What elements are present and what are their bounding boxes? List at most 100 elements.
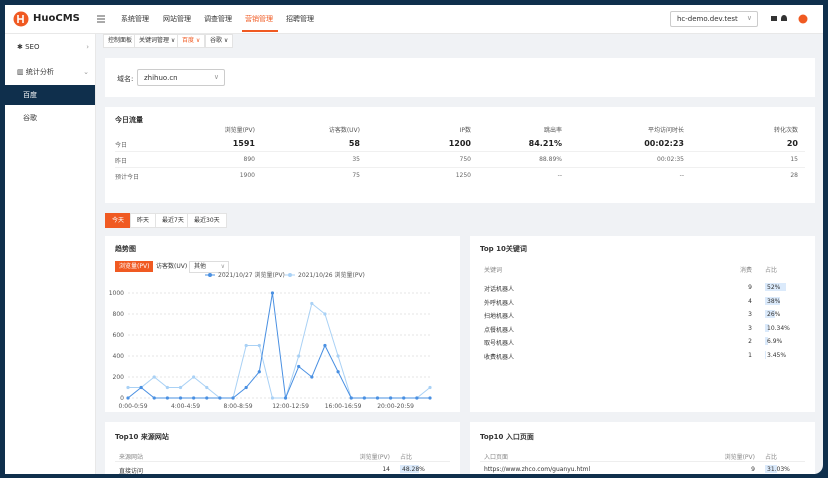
- metric-button-active[interactable]: 浏览量(PV): [115, 261, 154, 272]
- y-tick-label: 200: [113, 374, 125, 381]
- cell: 00:02:23: [644, 139, 684, 148]
- trend-card: 趋势图 浏览量(PV) 访客数(UV) 其他 ∨ 0 200 400 600 800 100…: [105, 236, 460, 412]
- share-bar: [400, 465, 420, 473]
- card-title: 趋势图: [115, 245, 136, 253]
- column-header: 浏览量(PV): [359, 454, 390, 461]
- data-point: [375, 396, 380, 400]
- data-point: [270, 291, 275, 295]
- data-point: [244, 343, 248, 348]
- column-header: 关键词: [484, 267, 503, 274]
- select-arrow: ∨: [213, 73, 219, 81]
- cell: 20: [786, 139, 798, 148]
- nav-item[interactable]: 系统管理: [121, 15, 149, 23]
- row-label: 昨日: [115, 158, 128, 165]
- column-header: 占比: [765, 267, 778, 274]
- row-name: 直接访问: [119, 468, 144, 474]
- column-header: 跳出率: [543, 127, 562, 134]
- share-bar: [765, 323, 770, 332]
- select-arrow: ∨: [746, 14, 752, 22]
- legend-marker: [208, 273, 212, 277]
- sidebar-label: 统计分析: [25, 68, 54, 76]
- sidebar-item[interactable]: ▥ 统计分析 ⌄: [17, 68, 89, 76]
- data-point: [297, 354, 301, 358]
- data-point: [362, 396, 366, 400]
- x-tick-label: 20:00-20:59: [377, 403, 414, 410]
- data-point: [257, 370, 261, 374]
- column-header: 平均访问时长: [647, 127, 684, 134]
- domain-value: zhihuo.cn: [144, 74, 178, 82]
- data-point: [415, 396, 419, 400]
- cell: 1200: [448, 139, 471, 148]
- column-header: 消费: [739, 267, 752, 274]
- header-icons[interactable]: [770, 14, 810, 24]
- y-tick-label: 600: [113, 332, 125, 339]
- data-point: [165, 396, 169, 400]
- column-header: 浏览量(PV): [224, 127, 255, 134]
- data-point: [205, 396, 209, 400]
- card-title: 今日流量: [115, 116, 143, 124]
- row-name: https://www.zhco.com/guanyu.html: [484, 466, 591, 473]
- share-label: 26%: [767, 311, 781, 318]
- data-point: [270, 396, 275, 400]
- keyword-spend: 9: [748, 284, 752, 291]
- row-divider: [115, 151, 805, 152]
- nav-item[interactable]: 招聘管理: [286, 15, 314, 23]
- sidebar-subitem-active[interactable]: 百度: [5, 85, 95, 105]
- breadcrumb-tab[interactable]: 控制面板: [103, 34, 138, 48]
- logo-text: HuoCMS: [33, 13, 80, 24]
- column-header: 转化次数: [773, 127, 798, 134]
- entry-pages-card: Top10 入口页面 入口页面 浏览量(PV) 占比 https://www.zhco…: [470, 422, 815, 474]
- site-select-text: hc-demo.dev.test: [677, 15, 738, 23]
- range-tab[interactable]: 最近30天: [187, 213, 227, 228]
- y-tick-label: 1000: [109, 290, 124, 297]
- sidebar-subitem[interactable]: 谷歌: [5, 108, 95, 128]
- breadcrumb-label: 谷歌: [210, 37, 223, 44]
- cell: 15: [790, 156, 798, 163]
- domain-card: 域名: zhihuo.cn ∨: [105, 58, 815, 97]
- breadcrumb-tab-active[interactable]: 百度 ∨: [177, 34, 206, 48]
- data-point: [257, 343, 261, 348]
- breadcrumb-tab[interactable]: 谷歌 ∨: [205, 34, 234, 48]
- cell: 58: [348, 139, 360, 148]
- keyword-name: 点餐机器人: [484, 326, 515, 334]
- breadcrumb-tab[interactable]: 关键词管理 ∨: [134, 34, 181, 48]
- column-header: 浏览量(PV): [724, 454, 755, 461]
- cell: 28: [790, 172, 798, 179]
- nav-item[interactable]: 调查管理: [204, 15, 232, 23]
- data-point: [336, 354, 340, 358]
- x-tick-label: 8:00-8:59: [223, 403, 252, 410]
- data-point: [323, 312, 327, 316]
- range-tab[interactable]: 最近7天: [155, 213, 191, 228]
- data-point: [218, 396, 222, 400]
- metric-select[interactable]: 其他 ∨: [189, 261, 229, 273]
- menu-toggle[interactable]: [97, 15, 105, 23]
- breadcrumb-label: 关键词管理: [139, 37, 170, 44]
- cell: 75: [352, 172, 360, 179]
- top-bar: HuoCMS 系统管理 网站管理 调查管理 营销管理 招聘管理 hc-demo.…: [5, 5, 823, 34]
- share-bar: [765, 337, 768, 345]
- range-tab[interactable]: 昨天: [130, 213, 157, 228]
- cell: --: [557, 172, 562, 179]
- metric-button[interactable]: 访客数(UV): [156, 263, 188, 270]
- data-point: [283, 396, 288, 400]
- domain-select[interactable]: zhihuo.cn ∨: [137, 69, 225, 86]
- sidebar-item[interactable]: ✱ SEO ›: [17, 43, 89, 51]
- nav-item-active[interactable]: 营销管理: [245, 15, 273, 23]
- nav-item[interactable]: 网站管理: [163, 15, 191, 23]
- keywords-card: Top 10关键词 关键词 消费 占比 对话机器人 9 52% 外呼机器人 4 38% 扫地机器人…: [470, 236, 815, 412]
- share-bar: [765, 283, 786, 291]
- legend-label: 2021/10/27 浏览量(PV): [218, 271, 285, 279]
- site-select[interactable]: hc-demo.dev.test ∨: [670, 11, 758, 27]
- card-title: Top10 来源网站: [115, 433, 169, 441]
- range-tab-active[interactable]: 今天: [105, 213, 132, 228]
- data-point: [139, 385, 143, 390]
- share-label: 31.03%: [767, 466, 790, 473]
- data-point: [336, 370, 340, 374]
- keyword-name: 对话机器人: [484, 286, 515, 293]
- sidebar: ✱ SEO › ▥ 统计分析 ⌄ 百度 谷歌: [5, 34, 96, 474]
- data-point: [178, 385, 183, 390]
- row-label: 今日: [115, 142, 128, 149]
- data-point: [428, 385, 432, 390]
- share-label: 48.28%: [402, 466, 425, 473]
